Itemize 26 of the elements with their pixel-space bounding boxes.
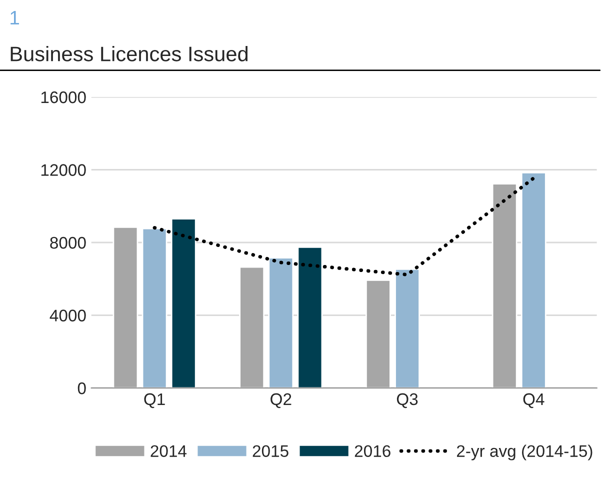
x-tick-label: Q2 xyxy=(270,393,292,408)
bar xyxy=(297,246,323,388)
legend-label: 2016 xyxy=(354,445,390,458)
bar xyxy=(268,257,294,388)
bar xyxy=(170,218,196,388)
y-tick-label: 0 xyxy=(78,382,86,394)
bar xyxy=(239,266,265,388)
bar xyxy=(366,279,391,388)
legend-label: 2-yr avg (2014-15) xyxy=(456,444,592,460)
bar xyxy=(394,268,420,388)
bar xyxy=(492,183,518,388)
legend-label: 2015 xyxy=(252,445,288,458)
legend-label: 2014 xyxy=(150,445,187,458)
line-series xyxy=(152,176,536,276)
x-tick-label: Q4 xyxy=(523,393,544,408)
y-tick-label: 12000 xyxy=(41,164,86,176)
chart-title: Business Licences Issued xyxy=(10,46,248,62)
y-tick-label: 4000 xyxy=(50,310,86,322)
bar xyxy=(112,226,138,388)
x-tick-label: Q1 xyxy=(144,393,165,408)
y-tick-label: 16000 xyxy=(41,91,86,104)
text: 1 xyxy=(10,11,19,24)
y-tick-label: 8000 xyxy=(50,236,86,249)
bar xyxy=(142,228,168,388)
x-tick-label: Q3 xyxy=(396,393,418,408)
bar xyxy=(520,172,546,388)
